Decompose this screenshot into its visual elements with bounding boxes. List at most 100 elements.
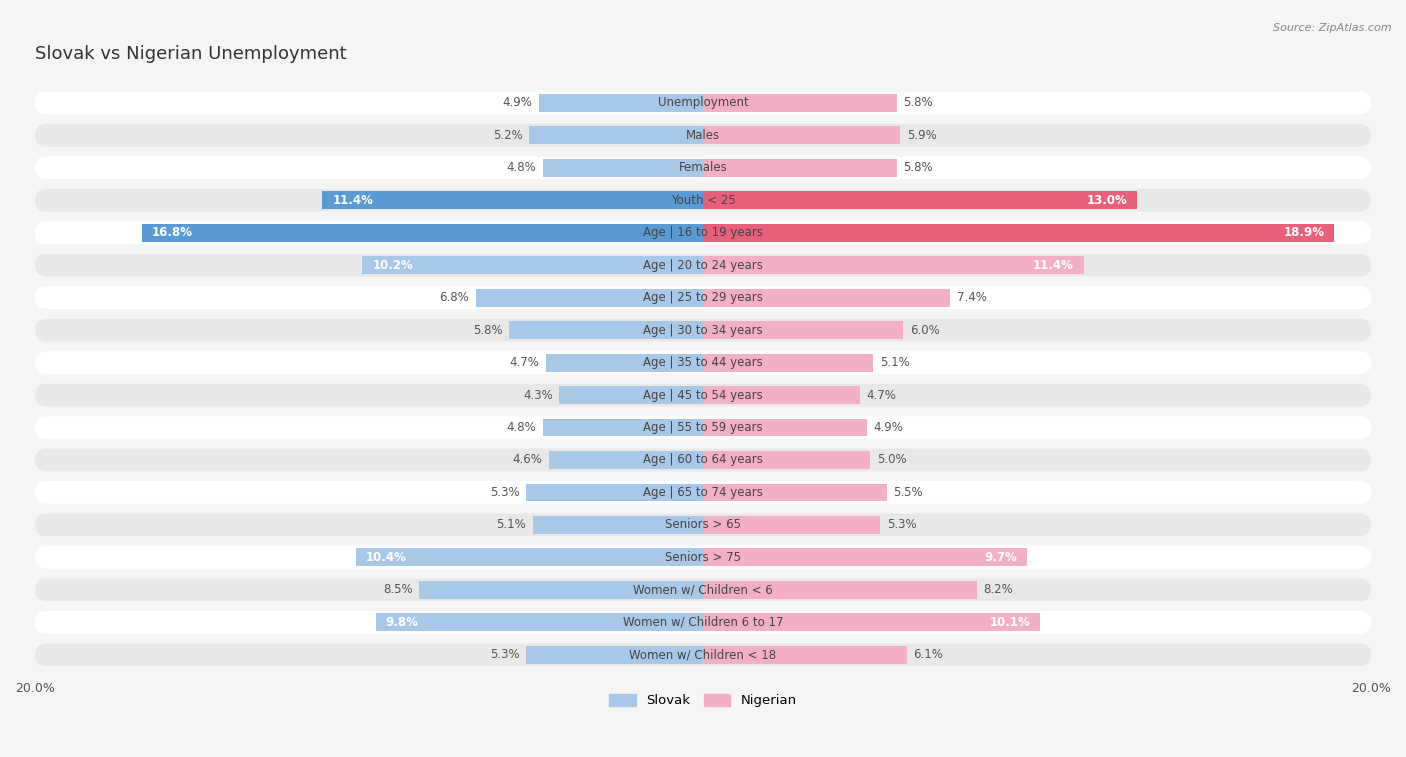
- Text: Age | 60 to 64 years: Age | 60 to 64 years: [643, 453, 763, 466]
- Bar: [529, 126, 703, 145]
- Bar: [363, 257, 703, 274]
- Bar: [703, 288, 950, 307]
- Bar: [550, 451, 703, 469]
- FancyBboxPatch shape: [35, 513, 1371, 536]
- Text: 5.0%: 5.0%: [877, 453, 907, 466]
- Text: 5.8%: 5.8%: [472, 323, 502, 337]
- Text: 6.0%: 6.0%: [910, 323, 939, 337]
- Text: 4.7%: 4.7%: [866, 388, 897, 401]
- Bar: [543, 419, 703, 437]
- Bar: [703, 386, 860, 404]
- Text: 6.8%: 6.8%: [440, 291, 470, 304]
- Text: Males: Males: [686, 129, 720, 142]
- Text: 5.3%: 5.3%: [887, 519, 917, 531]
- Bar: [703, 192, 1137, 209]
- Bar: [703, 646, 907, 664]
- Bar: [703, 224, 1334, 241]
- FancyBboxPatch shape: [35, 189, 1371, 212]
- Bar: [703, 451, 870, 469]
- Bar: [703, 516, 880, 534]
- Text: Seniors > 65: Seniors > 65: [665, 519, 741, 531]
- FancyBboxPatch shape: [35, 611, 1371, 634]
- Bar: [419, 581, 703, 599]
- Bar: [703, 419, 866, 437]
- Text: Age | 25 to 29 years: Age | 25 to 29 years: [643, 291, 763, 304]
- Text: 7.4%: 7.4%: [957, 291, 987, 304]
- Bar: [142, 224, 703, 241]
- Bar: [509, 321, 703, 339]
- FancyBboxPatch shape: [35, 578, 1371, 601]
- Bar: [703, 581, 977, 599]
- Text: 4.9%: 4.9%: [873, 421, 903, 434]
- Text: Age | 55 to 59 years: Age | 55 to 59 years: [643, 421, 763, 434]
- Text: 8.2%: 8.2%: [984, 584, 1014, 597]
- Bar: [703, 94, 897, 112]
- Text: Source: ZipAtlas.com: Source: ZipAtlas.com: [1274, 23, 1392, 33]
- Text: Unemployment: Unemployment: [658, 96, 748, 109]
- Text: 9.7%: 9.7%: [984, 551, 1017, 564]
- Text: 4.8%: 4.8%: [506, 161, 536, 174]
- Text: 10.2%: 10.2%: [373, 259, 413, 272]
- Bar: [703, 257, 1084, 274]
- FancyBboxPatch shape: [35, 221, 1371, 244]
- FancyBboxPatch shape: [35, 449, 1371, 472]
- Bar: [703, 613, 1040, 631]
- Text: 18.9%: 18.9%: [1284, 226, 1324, 239]
- Text: 10.4%: 10.4%: [366, 551, 406, 564]
- Text: 5.2%: 5.2%: [494, 129, 523, 142]
- Text: 8.5%: 8.5%: [382, 584, 412, 597]
- FancyBboxPatch shape: [35, 319, 1371, 341]
- Text: 11.4%: 11.4%: [332, 194, 373, 207]
- Legend: Slovak, Nigerian: Slovak, Nigerian: [605, 689, 801, 713]
- Text: 5.1%: 5.1%: [880, 356, 910, 369]
- Text: 13.0%: 13.0%: [1087, 194, 1128, 207]
- Bar: [322, 192, 703, 209]
- Text: 5.3%: 5.3%: [489, 486, 519, 499]
- Bar: [546, 354, 703, 372]
- Bar: [375, 613, 703, 631]
- FancyBboxPatch shape: [35, 351, 1371, 374]
- Bar: [356, 549, 703, 566]
- Bar: [533, 516, 703, 534]
- Bar: [475, 288, 703, 307]
- FancyBboxPatch shape: [35, 254, 1371, 276]
- Text: Youth < 25: Youth < 25: [671, 194, 735, 207]
- Text: 16.8%: 16.8%: [152, 226, 193, 239]
- Text: 5.8%: 5.8%: [904, 161, 934, 174]
- Text: Age | 20 to 24 years: Age | 20 to 24 years: [643, 259, 763, 272]
- Text: Women w/ Children 6 to 17: Women w/ Children 6 to 17: [623, 616, 783, 629]
- Text: Slovak vs Nigerian Unemployment: Slovak vs Nigerian Unemployment: [35, 45, 346, 64]
- Text: 4.6%: 4.6%: [513, 453, 543, 466]
- Text: 4.7%: 4.7%: [509, 356, 540, 369]
- Text: 5.1%: 5.1%: [496, 519, 526, 531]
- Text: 5.8%: 5.8%: [904, 96, 934, 109]
- Bar: [703, 321, 904, 339]
- Bar: [560, 386, 703, 404]
- Bar: [526, 646, 703, 664]
- Text: Age | 16 to 19 years: Age | 16 to 19 years: [643, 226, 763, 239]
- FancyBboxPatch shape: [35, 124, 1371, 147]
- Bar: [526, 484, 703, 501]
- FancyBboxPatch shape: [35, 481, 1371, 504]
- Text: 11.4%: 11.4%: [1033, 259, 1074, 272]
- Text: 5.3%: 5.3%: [489, 648, 519, 662]
- Text: Age | 30 to 34 years: Age | 30 to 34 years: [643, 323, 763, 337]
- FancyBboxPatch shape: [35, 286, 1371, 309]
- Bar: [703, 354, 873, 372]
- Text: Women w/ Children < 6: Women w/ Children < 6: [633, 584, 773, 597]
- Text: Age | 45 to 54 years: Age | 45 to 54 years: [643, 388, 763, 401]
- Text: 4.3%: 4.3%: [523, 388, 553, 401]
- Text: Age | 35 to 44 years: Age | 35 to 44 years: [643, 356, 763, 369]
- FancyBboxPatch shape: [35, 92, 1371, 114]
- Text: Age | 65 to 74 years: Age | 65 to 74 years: [643, 486, 763, 499]
- FancyBboxPatch shape: [35, 384, 1371, 407]
- Text: 6.1%: 6.1%: [914, 648, 943, 662]
- Bar: [540, 94, 703, 112]
- Text: 5.9%: 5.9%: [907, 129, 936, 142]
- Text: 10.1%: 10.1%: [990, 616, 1031, 629]
- Text: Women w/ Children < 18: Women w/ Children < 18: [630, 648, 776, 662]
- FancyBboxPatch shape: [35, 643, 1371, 666]
- Bar: [703, 159, 897, 176]
- Text: 4.9%: 4.9%: [503, 96, 533, 109]
- FancyBboxPatch shape: [35, 157, 1371, 179]
